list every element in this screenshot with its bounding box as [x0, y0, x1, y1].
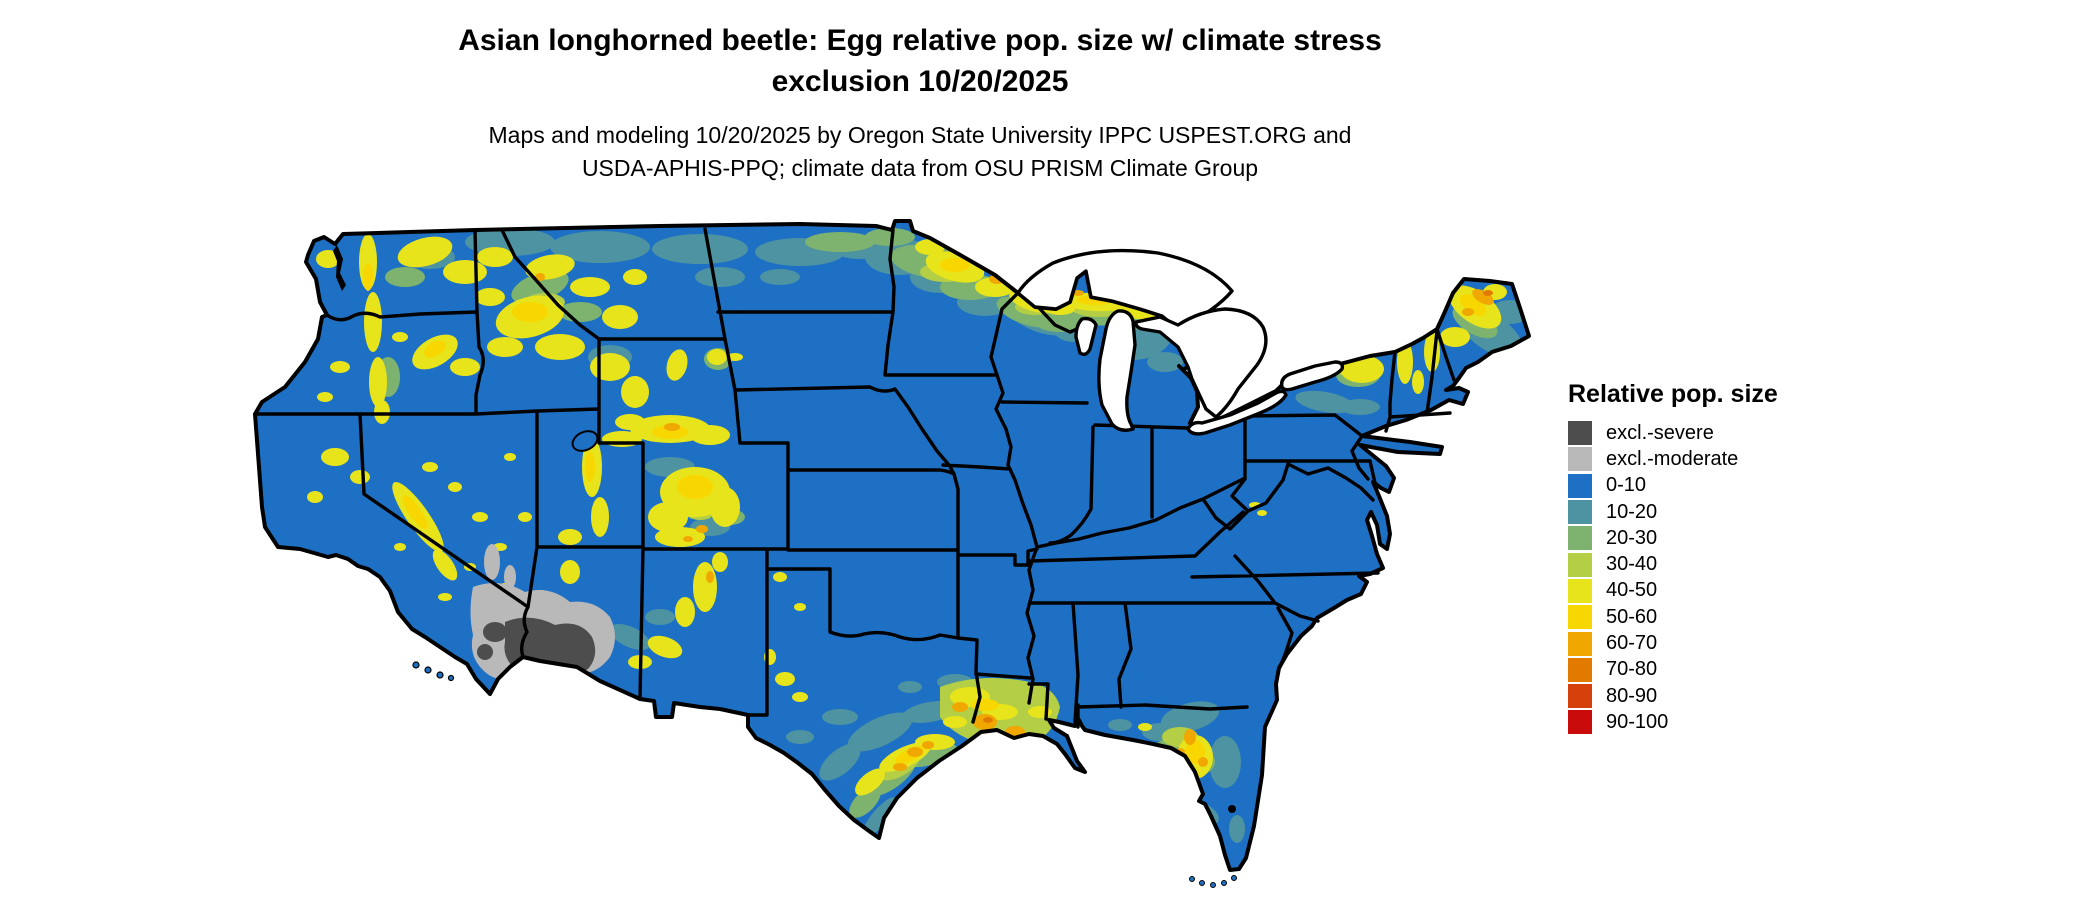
legend-item-label: 80-90 [1606, 684, 1658, 707]
legend-row: excl.-moderate [1568, 446, 1828, 472]
legend-item-label: excl.-moderate [1606, 447, 1739, 470]
legend-item-label: 10-20 [1606, 500, 1658, 523]
legend-row: 30-40 [1568, 551, 1828, 577]
legend-swatch [1568, 605, 1592, 630]
legend-item-label: 60-70 [1606, 632, 1658, 655]
legend-row: 10-20 [1568, 499, 1828, 525]
legend-swatch [1568, 684, 1592, 709]
legend-row: 70-80 [1568, 657, 1828, 683]
legend-swatch [1568, 447, 1592, 472]
legend-row: 50-60 [1568, 604, 1828, 630]
lake-ontario [1279, 360, 1345, 392]
legend-row: 80-90 [1568, 683, 1828, 709]
legend-swatch [1568, 526, 1592, 551]
legend-swatch [1568, 500, 1592, 525]
legend-row: 90-100 [1568, 709, 1828, 735]
legend-item-label: 30-40 [1606, 553, 1658, 576]
legend-row: 60-70 [1568, 630, 1828, 656]
legend-item-label: 40-50 [1606, 579, 1658, 602]
subtitle-line-1: Maps and modeling 10/20/2025 by Oregon S… [488, 121, 1352, 148]
legend: Relative pop. size excl.-severe excl.-mo… [1568, 380, 1828, 736]
us-choropleth-map [240, 217, 1570, 892]
channel-islands [412, 661, 455, 682]
lake-michigan [1097, 309, 1137, 432]
subtitle-line-2: USDA-APHIS-PPQ; climate data from OSU PR… [581, 155, 1259, 182]
puget-sound [333, 245, 346, 291]
legend-item-label: 70-80 [1606, 658, 1658, 681]
legend-swatch [1568, 578, 1592, 603]
figure-header: Asian longhorned beetle: Egg relative po… [0, 20, 1840, 185]
subtitle: Maps and modeling 10/20/2025 by Oregon S… [0, 119, 1840, 186]
legend-item-label: 50-60 [1606, 605, 1658, 628]
legend-row: 20-30 [1568, 525, 1828, 551]
green-bay [1074, 316, 1098, 357]
legend-swatch [1568, 631, 1592, 656]
legend-row: 0-10 [1568, 473, 1828, 499]
title-line-1: Asian longhorned beetle: Egg relative po… [458, 24, 1382, 57]
legend-row: excl.-severe [1568, 420, 1828, 446]
florida-keys [1189, 875, 1237, 888]
legend-item-label: 20-30 [1606, 526, 1658, 549]
lake-erie [1186, 389, 1288, 436]
legend-swatch [1568, 657, 1592, 682]
legend-title: Relative pop. size [1568, 380, 1778, 408]
lake-huron [1134, 307, 1268, 419]
lake-okeechobee [1228, 805, 1236, 813]
legend-swatch [1568, 710, 1592, 735]
title-line-2: exclusion 10/20/2025 [771, 65, 1069, 99]
great-salt-lake [571, 430, 599, 452]
state-borders [253, 227, 1456, 729]
legend-items: excl.-severe excl.-moderate 0-10 10-20 2… [1568, 420, 1828, 736]
legend-item-label: 90-100 [1606, 710, 1669, 733]
legend-swatch [1568, 473, 1592, 498]
legend-row: 40-50 [1568, 578, 1828, 604]
us-map-svg [253, 219, 1531, 888]
legend-swatch [1568, 421, 1592, 446]
legend-swatch [1568, 552, 1592, 577]
legend-item-label: excl.-severe [1606, 421, 1714, 444]
legend-item-label: 0-10 [1606, 474, 1647, 497]
